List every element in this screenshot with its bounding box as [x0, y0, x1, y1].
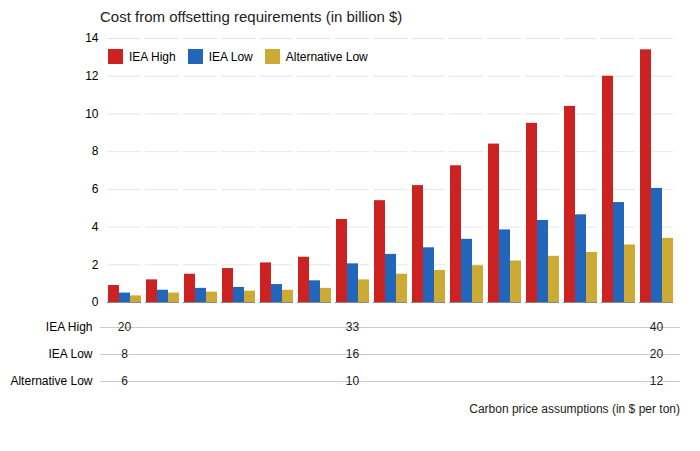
svg-text:12: 12 — [85, 69, 99, 83]
svg-text:8: 8 — [121, 347, 128, 361]
svg-text:IEA High: IEA High — [46, 320, 93, 334]
svg-text:16: 16 — [346, 347, 360, 361]
svg-text:10: 10 — [346, 374, 360, 388]
html-text:Carbon price assumptions (in $: Carbon price assumptions (in $ per ton) — [469, 402, 680, 416]
svg-text:40: 40 — [650, 320, 664, 334]
html-text:IEA Low: IEA Low — [208, 49, 253, 64]
svg-text:20: 20 — [118, 320, 132, 334]
svg-text:0: 0 — [92, 295, 99, 308]
html-text:IEA High: IEA High — [129, 49, 176, 64]
svg-text:14: 14 — [85, 31, 99, 45]
svg-text:IEA Low: IEA Low — [48, 347, 92, 361]
svg-text:2: 2 — [92, 258, 99, 272]
svg-text:4: 4 — [92, 220, 99, 234]
svg-text:8: 8 — [92, 144, 99, 158]
svg-text:33: 33 — [346, 320, 360, 334]
html-text:Cost from offsetting requireme: Cost from offsetting requirements (in bi… — [100, 8, 403, 25]
html-text:Alternative Low: Alternative Low — [285, 49, 368, 64]
svg-text:10: 10 — [85, 107, 99, 121]
svg-text:6: 6 — [92, 182, 99, 196]
svg-text:Alternative Low: Alternative Low — [10, 374, 92, 388]
svg-text:6: 6 — [121, 374, 128, 388]
svg-text:20: 20 — [650, 347, 664, 361]
svg-text:12: 12 — [650, 374, 664, 388]
